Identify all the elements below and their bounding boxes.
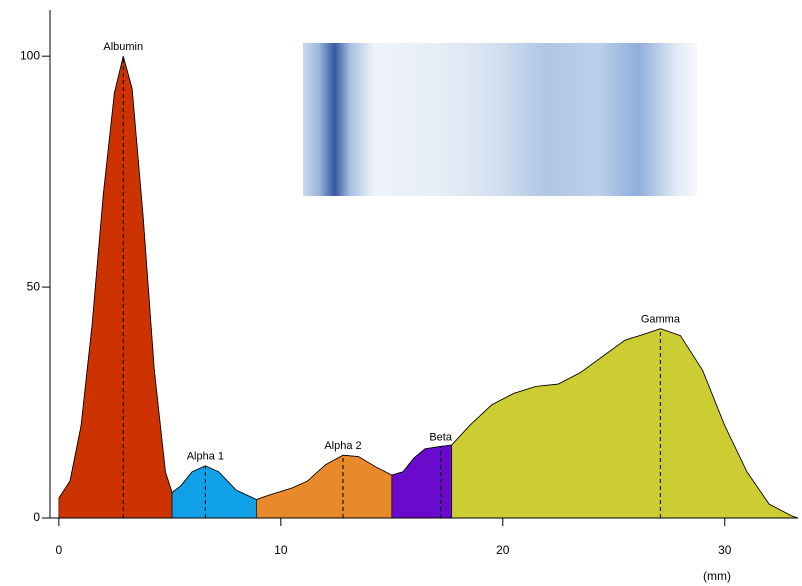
fraction-label: Albumin [103, 41, 143, 53]
fraction-area [391, 444, 453, 519]
fraction-label: Alpha 2 [324, 440, 361, 452]
y-tick-label: 100 [20, 48, 40, 62]
fraction-label: Gamma [641, 314, 681, 326]
x-tick-label: 30 [718, 543, 732, 557]
fraction-area [171, 465, 257, 519]
y-tick-label: 0 [33, 510, 40, 524]
fraction-area [58, 56, 173, 519]
x-tick-label: 10 [274, 543, 288, 557]
gel-image [303, 43, 697, 196]
fraction-area [451, 328, 799, 519]
fraction-label: Alpha 1 [187, 451, 224, 463]
x-axis-label: (mm) [703, 569, 731, 583]
x-tick-label: 20 [496, 543, 510, 557]
curve [58, 56, 799, 519]
y-tick-label: 50 [27, 279, 41, 293]
fraction-label: Beta [429, 431, 453, 443]
x-tick-label: 0 [56, 543, 63, 557]
